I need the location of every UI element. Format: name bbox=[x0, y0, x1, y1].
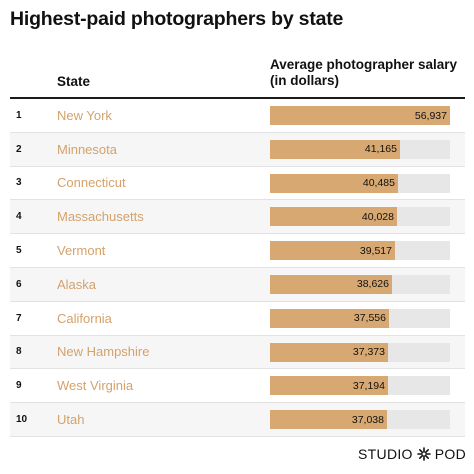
table-row: 2 Minnesota 41,165 bbox=[10, 132, 465, 167]
bar-track: 37,556 bbox=[270, 308, 450, 328]
brand-text-right: POD bbox=[434, 446, 466, 462]
state-label: California bbox=[57, 310, 112, 326]
bar-track: 41,165 bbox=[270, 139, 450, 159]
table-row: 4 Massachusetts 40,028 bbox=[10, 200, 465, 235]
salary-bar bbox=[270, 274, 392, 294]
table-row: 5 Vermont 39,517 bbox=[10, 234, 465, 268]
table-row: 8 New Hampshire 37,373 bbox=[10, 335, 465, 370]
salary-value-label: 37,038 bbox=[351, 413, 384, 426]
salary-value-label: 39,517 bbox=[359, 244, 392, 257]
table-row: 3 Connecticut 40,485 bbox=[10, 167, 465, 201]
salary-bar bbox=[270, 207, 397, 227]
header-divider bbox=[10, 97, 465, 99]
salary-bar bbox=[270, 139, 400, 159]
state-label: Vermont bbox=[57, 243, 106, 259]
salary-value-label: 37,373 bbox=[352, 346, 385, 359]
salary-bar bbox=[270, 342, 388, 362]
rank-label: 3 bbox=[16, 177, 22, 189]
rank-label: 10 bbox=[16, 414, 28, 426]
salary-bar bbox=[270, 241, 395, 261]
state-label: Minnesota bbox=[57, 141, 117, 157]
table-row: 1 New York 56,937 bbox=[10, 99, 465, 133]
salary-bar bbox=[270, 376, 388, 396]
table-row: 10 Utah 37,038 bbox=[10, 403, 465, 437]
state-label: New Hampshire bbox=[57, 344, 150, 360]
rank-label: 6 bbox=[16, 278, 22, 290]
salary-value-label: 40,028 bbox=[361, 210, 394, 223]
table-row: 7 California 37,556 bbox=[10, 302, 465, 336]
state-column-header: State bbox=[57, 74, 91, 89]
table-row: 9 West Virginia 37,194 bbox=[10, 369, 465, 404]
bar-track: 40,485 bbox=[270, 173, 450, 193]
brand-text-left: STUDIO bbox=[358, 446, 413, 462]
bar-track: 56,937 bbox=[270, 106, 450, 125]
salary-bar bbox=[270, 173, 398, 193]
salary-value-label: 41,165 bbox=[364, 143, 397, 156]
bar-track: 39,517 bbox=[270, 241, 450, 261]
salary-bar bbox=[270, 410, 387, 430]
asterisk-aperture-icon bbox=[416, 447, 431, 461]
salary-value-label: 38,626 bbox=[356, 278, 389, 291]
rank-label: 5 bbox=[16, 245, 22, 257]
salary-value-label: 56,937 bbox=[414, 109, 447, 122]
bar-track: 37,038 bbox=[270, 410, 450, 430]
table-row: 6 Alaska 38,626 bbox=[10, 267, 465, 302]
state-label: New York bbox=[57, 107, 112, 123]
chart-title: Highest-paid photographers by state bbox=[10, 8, 344, 30]
salary-bar bbox=[270, 308, 389, 328]
bar-track: 40,028 bbox=[270, 207, 450, 227]
salary-value-label: 37,556 bbox=[353, 312, 386, 325]
rank-label: 2 bbox=[16, 143, 22, 155]
table-body: 1 New York 56,937 2 Minnesota 41,165 3 Connecti… bbox=[10, 99, 465, 437]
rank-label: 7 bbox=[16, 312, 22, 324]
state-label: Connecticut bbox=[57, 175, 126, 191]
salary-value-label: 40,485 bbox=[362, 177, 395, 190]
state-label: Utah bbox=[57, 412, 85, 428]
state-label: Massachusetts bbox=[57, 209, 144, 225]
salary-bar bbox=[270, 106, 450, 125]
salary-column-header: Average photographer salary (in dollars) bbox=[270, 57, 458, 88]
salary-value-label: 37,194 bbox=[352, 379, 385, 392]
rank-label: 1 bbox=[16, 109, 22, 121]
brand-logo: STUDIO POD bbox=[358, 446, 466, 462]
rank-label: 9 bbox=[16, 380, 22, 392]
rank-label: 8 bbox=[16, 346, 22, 358]
state-label: Alaska bbox=[57, 276, 97, 292]
bar-track: 37,194 bbox=[270, 376, 450, 396]
state-label: West Virginia bbox=[57, 378, 134, 394]
bar-track: 38,626 bbox=[270, 274, 450, 294]
bar-track: 37,373 bbox=[270, 342, 450, 362]
rank-label: 4 bbox=[16, 211, 22, 223]
